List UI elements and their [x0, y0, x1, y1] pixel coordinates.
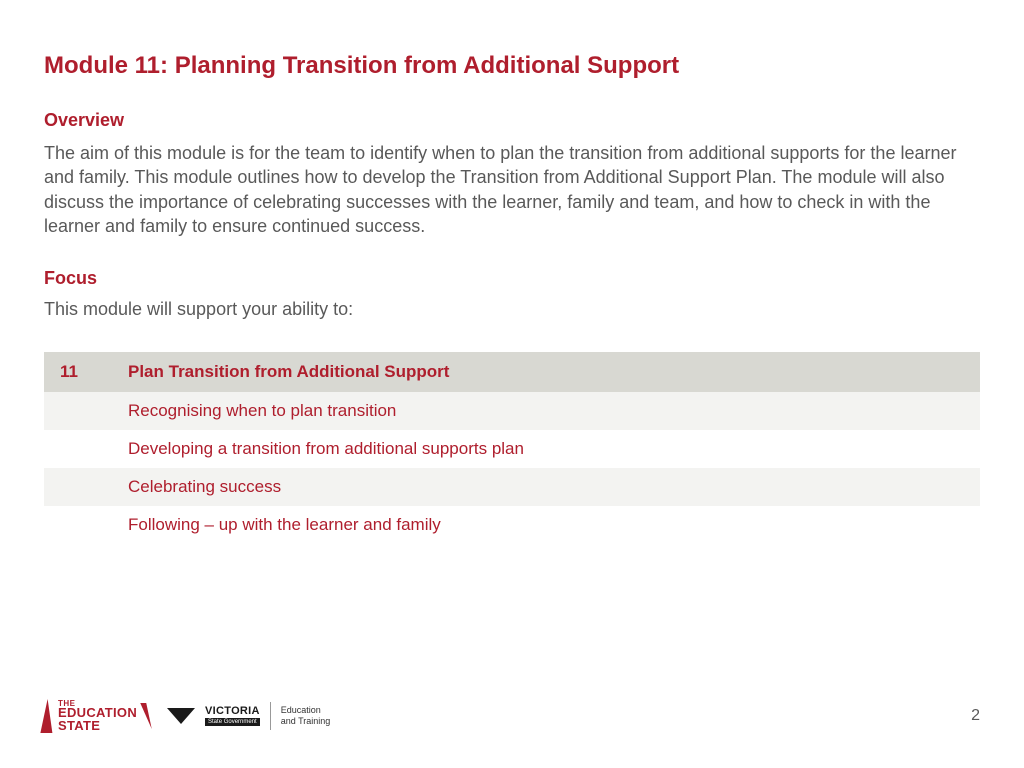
- victoria-department: Education and Training: [281, 705, 331, 727]
- topics-header-title: Plan Transition from Additional Support: [116, 352, 980, 392]
- topic-row-title: Recognising when to plan transition: [116, 392, 980, 430]
- edu-state-line2: STATE: [58, 720, 137, 732]
- victoria-brand: VICTORIA: [205, 706, 260, 717]
- victoria-text: VICTORIA State Government: [205, 706, 260, 726]
- topic-row-title: Developing a transition from additional …: [116, 430, 980, 468]
- module-title: Module 11: Planning Transition from Addi…: [44, 52, 980, 80]
- topics-table: 11 Plan Transition from Additional Suppo…: [44, 352, 980, 544]
- topic-row-title: Celebrating success: [116, 468, 980, 506]
- victoria-triangle-wrap: [167, 708, 195, 724]
- edu-state-trail-icon: [140, 703, 152, 729]
- victoria-triangle-icon: [167, 708, 195, 724]
- victoria-divider: [270, 702, 271, 730]
- edu-state-slash-icon: [40, 699, 59, 733]
- focus-section: Focus This module will support your abil…: [44, 268, 980, 320]
- footer-logos: THE EDUCATION STATE VICTORIA State Gover…: [44, 699, 330, 733]
- victoria-subtext: State Government: [205, 718, 260, 726]
- focus-lead-text: This module will support your ability to…: [44, 299, 980, 320]
- page-number: 2: [971, 707, 980, 725]
- overview-section: Overview The aim of this module is for t…: [44, 110, 980, 238]
- overview-text: The aim of this module is for the team t…: [44, 141, 980, 238]
- victoria-dept-line1: Education: [281, 705, 331, 716]
- topic-row-title: Following – up with the learner and fami…: [116, 506, 980, 544]
- table-row: Recognising when to plan transition: [44, 392, 980, 430]
- table-row: Celebrating success: [44, 468, 980, 506]
- victoria-dept-line2: and Training: [281, 716, 331, 727]
- table-row: Developing a transition from additional …: [44, 430, 980, 468]
- education-state-logo: THE EDUCATION STATE: [44, 699, 149, 733]
- focus-heading: Focus: [44, 268, 980, 289]
- topic-row-number: [44, 430, 116, 468]
- victoria-gov-logo: VICTORIA State Government Education and …: [167, 702, 330, 730]
- topic-row-number: [44, 506, 116, 544]
- topics-header-row: 11 Plan Transition from Additional Suppo…: [44, 352, 980, 392]
- page-footer: THE EDUCATION STATE VICTORIA State Gover…: [0, 692, 1024, 740]
- topics-header-number: 11: [44, 352, 116, 392]
- table-row: Following – up with the learner and fami…: [44, 506, 980, 544]
- topic-row-number: [44, 392, 116, 430]
- overview-heading: Overview: [44, 110, 980, 131]
- edu-state-text: THE EDUCATION STATE: [58, 700, 137, 732]
- topic-row-number: [44, 468, 116, 506]
